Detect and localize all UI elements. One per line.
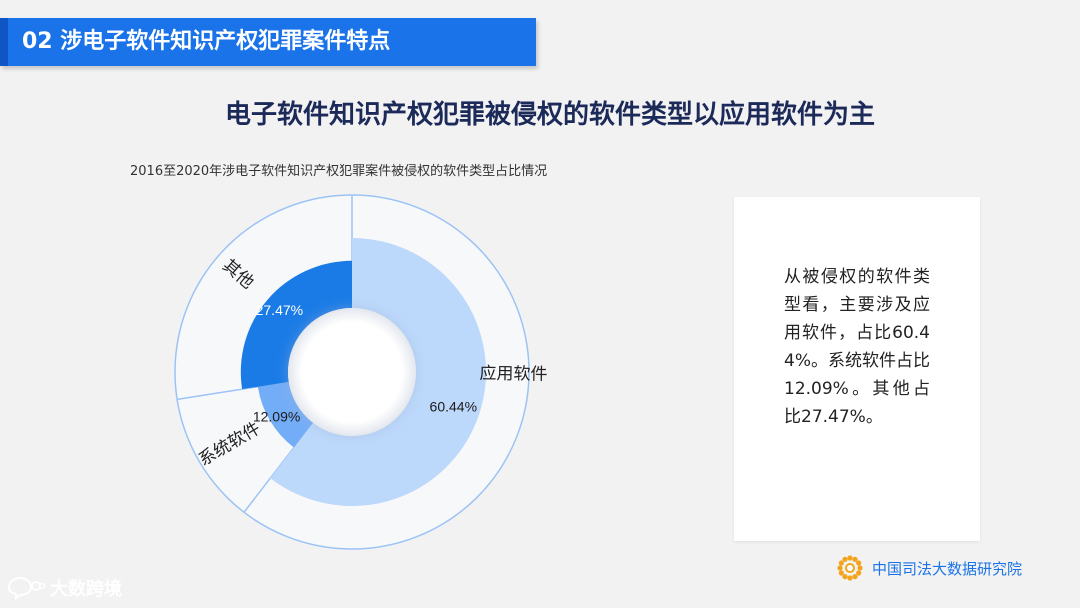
summary-box: 从被侵权的软件类型看，主要涉及应用软件，占比60.44%。系统软件占比12.09… (734, 197, 980, 541)
watermark: 大数跨境 (6, 574, 122, 602)
sun-logo-icon (837, 555, 863, 581)
donut-chart: 60.44% 12.09% 27.47% 应用软件 系统软件 其他 (0, 180, 560, 580)
section-banner-accent (0, 18, 8, 66)
data-label-应用软件: 60.44% (430, 398, 477, 414)
donut-hole (288, 308, 416, 436)
donut-slice-应用软件 (270, 238, 486, 506)
summary-text: 从被侵权的软件类型看，主要涉及应用软件，占比60.44%。系统软件占比12.09… (784, 267, 930, 427)
watermark-text: 大数跨境 (50, 579, 122, 600)
donut-slice-其他 (240, 260, 352, 390)
page-headline: 电子软件知识产权犯罪被侵权的软件类型以应用软件为主 (224, 100, 875, 130)
donut-slice-系统软件 (257, 381, 313, 448)
data-label-系统软件: 12.09% (253, 409, 300, 425)
section-title: 02 涉电子软件知识产权犯罪案件特点 (22, 29, 391, 54)
chat-bubble-icon (7, 576, 46, 600)
section-banner: 02 涉电子软件知识产权犯罪案件特点 (0, 18, 536, 66)
slice-divider (177, 381, 289, 401)
chart-title: 2016至2020年涉电子软件知识产权犯罪案件被侵权的软件类型占比情况 (130, 164, 548, 179)
category-label-应用软件: 应用软件 (479, 364, 547, 385)
org-logo: 中国司法大数据研究院 (836, 554, 1022, 582)
data-label-其他: 27.47% (256, 302, 303, 318)
org-name: 中国司法大数据研究院 (872, 559, 1023, 578)
